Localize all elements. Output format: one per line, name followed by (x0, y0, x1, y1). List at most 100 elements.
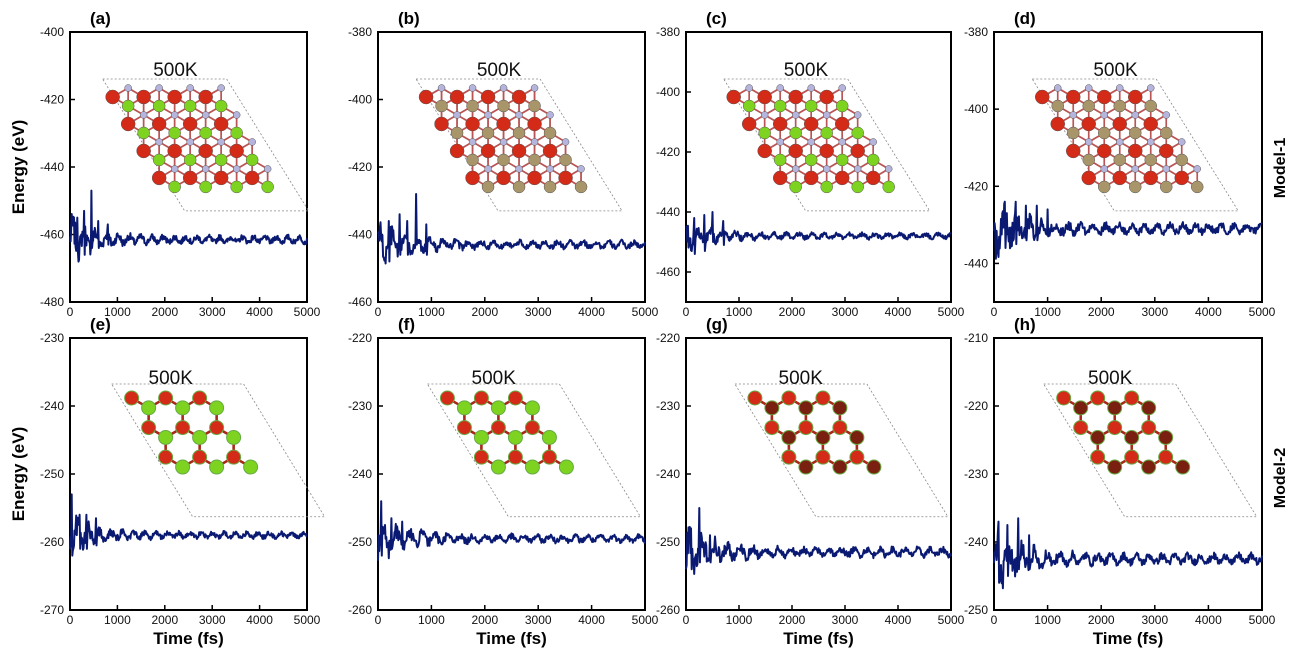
oxygen-atom (158, 449, 174, 465)
metal-atom (882, 180, 895, 194)
metal-atom (1082, 153, 1095, 167)
oxygen-atom (803, 170, 819, 186)
y-tick-label: -240 (348, 467, 372, 481)
x-tick-label: 2000 (779, 613, 806, 627)
metal-atom (1113, 153, 1126, 167)
nitrogen-atom (776, 84, 784, 92)
nitrogen-atom (515, 165, 523, 173)
nitrogen-atom (745, 84, 753, 92)
metal-atom (512, 126, 526, 140)
x-tick-label: 2000 (151, 613, 178, 627)
y-tick-label: -210 (964, 331, 988, 345)
nitrogen-atom (468, 84, 477, 92)
oxygen-atom (229, 143, 244, 159)
metal-atom (168, 126, 181, 140)
oxygen-atom (456, 420, 472, 436)
metal-atom (789, 180, 802, 194)
nitrogen-atom (760, 111, 769, 119)
x-tick-label: 1000 (104, 613, 131, 627)
y-tick-label: -380 (348, 25, 372, 39)
metal-atom (121, 99, 135, 113)
y-tick-label: -240 (656, 467, 680, 481)
oxygen-atom (439, 390, 455, 406)
crystal-structure-inset (1031, 78, 1239, 212)
oxygen-atom (781, 390, 797, 406)
metal-atom (158, 429, 174, 445)
nitrogen-atom (1162, 165, 1170, 173)
y-tick-label: -480 (40, 295, 64, 309)
x-tick-label: 1000 (418, 305, 445, 319)
panel-h: 0 1000 2000 3000 4000 5000 -250 -240 -230 -220 -21… (964, 315, 1276, 648)
metal-atom (574, 180, 588, 194)
metal-atom (490, 459, 506, 475)
plot-frame (685, 31, 952, 303)
metal-atom (183, 99, 197, 113)
metal-atom (1175, 153, 1188, 167)
oxygen-atom (1143, 116, 1158, 132)
y-tick-label: -380 (964, 25, 988, 39)
oxygen-atom (151, 116, 167, 132)
oxygen-atom (496, 170, 511, 186)
temperature-label: 500K (472, 368, 517, 389)
oxygen-atom (511, 89, 527, 105)
metal-atom (435, 99, 448, 113)
y-tick-label: -220 (964, 399, 988, 413)
metal-atom (507, 429, 523, 445)
metal-atom (1097, 126, 1111, 140)
oxygen-atom (473, 449, 489, 465)
nitrogen-atom (791, 111, 800, 119)
nitrogen-atom (530, 138, 539, 146)
oxygen-atom (558, 170, 573, 186)
metal-atom (245, 153, 259, 167)
metal-atom (851, 126, 864, 140)
nitrogen-atom (1193, 165, 1201, 173)
y-tick-label: -460 (348, 295, 372, 309)
oxygen-atom (120, 116, 136, 132)
metal-atom (152, 99, 166, 113)
oxygen-atom (496, 116, 511, 132)
oxygen-atom (136, 143, 151, 159)
y-tick-label: -220 (348, 331, 372, 345)
y-tick-label: -460 (40, 228, 64, 242)
metal-atom (798, 400, 814, 416)
y-tick-label: -250 (656, 535, 680, 549)
metal-atom (226, 429, 242, 445)
metal-atom (450, 126, 464, 140)
oxygen-atom (527, 116, 542, 132)
oxygen-atom (1090, 390, 1106, 406)
energy-series-line (69, 493, 308, 557)
metal-atom (192, 429, 208, 445)
oxygen-atom (1127, 143, 1143, 159)
oxygen-atom (834, 170, 850, 186)
metal-atom (798, 459, 814, 475)
metal-atom (832, 459, 848, 475)
x-tick-label: 4000 (246, 305, 273, 319)
x-tick-label: 3000 (199, 613, 226, 627)
nitrogen-atom (248, 138, 256, 146)
panel-letter: (a) (90, 9, 111, 28)
x-tick-label: 4000 (578, 613, 605, 627)
nitrogen-atom (869, 138, 877, 146)
unit-cell-outline (734, 383, 949, 518)
oxygen-atom (1124, 390, 1140, 406)
oxygen-atom (1124, 449, 1140, 465)
oxygen-atom (226, 449, 242, 465)
metal-atom (199, 180, 212, 194)
nitrogen-atom (1084, 138, 1093, 146)
oxygen-atom (849, 449, 865, 465)
oxygen-atom (136, 89, 151, 105)
oxygen-atom (465, 170, 480, 186)
oxygen-atom (449, 143, 465, 159)
energy-series-line (377, 193, 646, 265)
y-tick-label: -420 (348, 160, 372, 174)
nitrogen-atom (186, 138, 194, 146)
x-tick-label: 0 (375, 613, 382, 627)
oxygen-atom (192, 390, 208, 406)
oxygen-atom (850, 143, 865, 159)
oxygen-atom (182, 116, 198, 132)
oxygen-atom (511, 143, 527, 159)
x-tick-label: 0 (683, 613, 690, 627)
metal-atom (1159, 180, 1173, 194)
oxygen-atom (449, 89, 465, 105)
